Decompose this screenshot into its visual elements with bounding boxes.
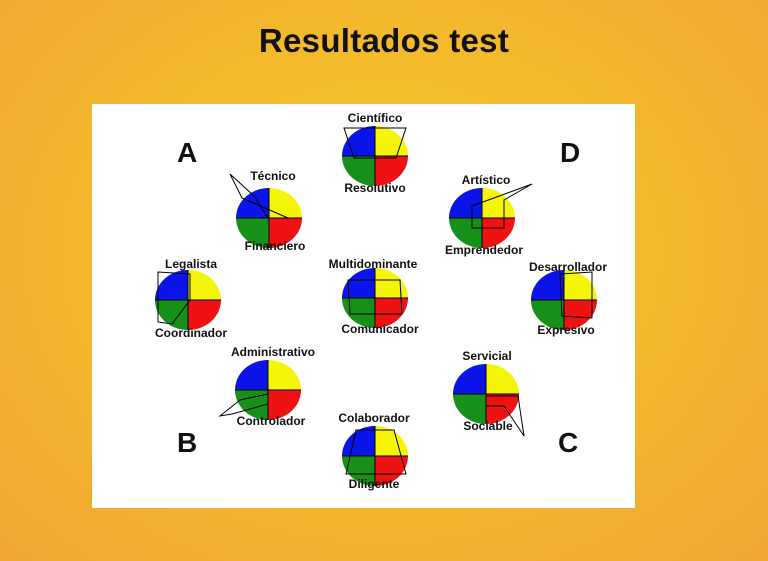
profile-bottom-label: Diligente xyxy=(349,477,400,491)
profile-servicial: Servicial Sociable xyxy=(453,349,525,437)
corner-label-d: D xyxy=(560,137,580,168)
profile-outline-polygon xyxy=(347,279,403,315)
quadrant-top-right xyxy=(269,188,302,218)
profile-administrativo: Administrativo Controlador xyxy=(218,345,315,428)
profile-tecnico: Técnico Financiero xyxy=(229,169,306,253)
quadrant-top-right xyxy=(188,270,221,300)
corner-label-b: B xyxy=(177,427,197,458)
profile-colaborador: Colaborador Diligente xyxy=(338,411,410,491)
quadrant-top-left xyxy=(342,268,375,298)
quadrant-top-right xyxy=(375,126,408,156)
profile-outline-polygon xyxy=(218,393,269,417)
profile-outline-polygon xyxy=(471,183,533,229)
profile-legalista: Legalista Coordinador xyxy=(155,257,227,340)
quadrant-circle xyxy=(531,270,597,330)
profile-bottom-label: Resolutivo xyxy=(344,181,405,195)
profile-top-label: Servicial xyxy=(462,349,511,363)
profile-bottom-label: Expresivo xyxy=(537,323,594,337)
profile-top-label: Legalista xyxy=(165,257,217,271)
profile-artistico: Artístico Emprendedor xyxy=(445,173,533,257)
profile-multidominante: Multidominante Comunicador xyxy=(329,257,419,336)
profile-top-label: Artístico xyxy=(462,173,511,187)
profile-bottom-label: Emprendedor xyxy=(445,243,523,257)
quadrant-top-left xyxy=(342,126,375,156)
quadrant-top-left xyxy=(531,270,564,300)
profile-top-label: Multidominante xyxy=(329,257,418,271)
quadrant-top-left xyxy=(453,364,486,394)
profile-outline-polygon xyxy=(345,429,407,475)
profile-top-label: Desarrollador xyxy=(529,260,607,274)
profile-bottom-label: Coordinador xyxy=(155,326,227,340)
corner-label-a: A xyxy=(177,137,197,168)
profile-desarrollador: Desarrollador Expresivo xyxy=(529,260,607,337)
slide-title: Resultados test xyxy=(258,22,510,59)
profile-outline-polygon xyxy=(229,173,289,219)
corner-label-c: C xyxy=(558,427,578,458)
profile-top-label: Administrativo xyxy=(231,345,315,359)
profile-bottom-label: Sociable xyxy=(463,419,513,433)
quadrant-top-right xyxy=(486,364,519,394)
profile-bottom-label: Financiero xyxy=(245,239,306,253)
profile-bottom-label: Comunicador xyxy=(341,322,419,336)
quadrant-top-left xyxy=(449,188,482,218)
profile-top-label: Colaborador xyxy=(338,411,410,425)
quadrant-top-right xyxy=(268,360,301,390)
profile-outline-polygon xyxy=(559,271,593,319)
profile-cientifico: Científico Resolutivo xyxy=(342,111,408,195)
profile-diagram-panel: A D B C Científico Resolutivo Técnico Finan… xyxy=(92,104,635,508)
profile-outline-polygon xyxy=(485,395,525,437)
quadrant-top-left xyxy=(155,270,188,300)
quadrant-top-left xyxy=(235,360,268,390)
profile-top-label: Técnico xyxy=(250,169,295,183)
profile-outline-polygon xyxy=(157,271,191,325)
quadrant-top-right xyxy=(375,268,408,298)
profile-outline-polygon xyxy=(343,127,407,159)
profile-diagram: A D B C Científico Resolutivo Técnico Finan… xyxy=(155,111,607,491)
profile-top-label: Científico xyxy=(348,111,403,125)
profile-bottom-label: Controlador xyxy=(237,414,306,428)
